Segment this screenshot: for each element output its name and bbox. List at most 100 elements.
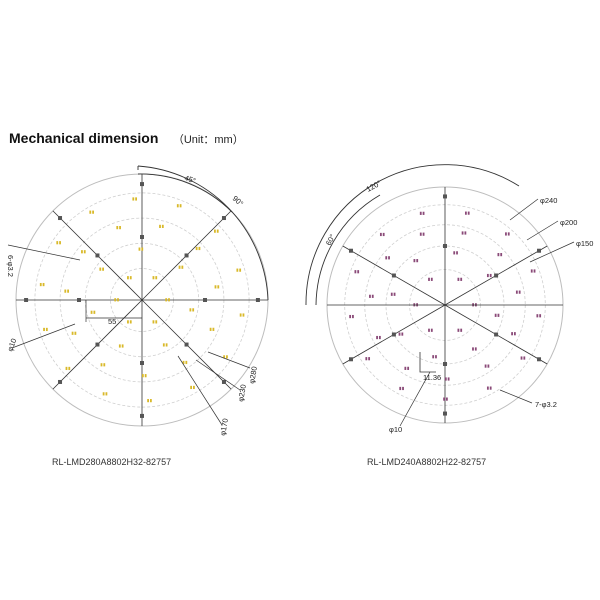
left-led <box>209 327 212 331</box>
left-board-diagram <box>7 165 269 427</box>
right-led <box>457 328 460 332</box>
right-mount-hole <box>494 332 499 337</box>
right-led <box>518 290 521 294</box>
right-mount-hole <box>537 248 542 253</box>
left-led <box>129 276 132 280</box>
left-led <box>65 366 68 371</box>
left-led <box>116 226 119 230</box>
left-led <box>165 343 168 347</box>
left-led <box>43 327 45 332</box>
right-led <box>511 332 513 336</box>
left-dim-55: 55 <box>108 317 116 326</box>
right-led <box>422 211 425 215</box>
left-dim-phi280: φ280 <box>247 366 259 385</box>
left-leader <box>177 355 223 426</box>
right-dim-phi200: φ200 <box>560 218 577 227</box>
left-led <box>217 285 220 289</box>
right-led <box>419 211 422 215</box>
right-led <box>435 355 437 359</box>
left-dim-phi10: φ10 <box>5 337 18 352</box>
right-led <box>513 332 516 336</box>
left-led <box>185 360 188 365</box>
left-led <box>67 289 69 293</box>
left-angle-arc <box>137 165 269 301</box>
right-led <box>398 332 401 336</box>
right-angle-60: 60° <box>324 233 337 247</box>
heading-title: Mechanical dimension <box>9 130 159 146</box>
right-led <box>444 377 447 381</box>
left-led <box>193 385 195 390</box>
left-led <box>119 226 121 230</box>
right-led <box>376 335 378 340</box>
right-mount-hole <box>348 248 353 253</box>
right-mount-hole <box>391 332 396 337</box>
left-led <box>42 282 45 287</box>
left-led <box>64 289 67 293</box>
right-led <box>447 377 450 381</box>
right-dim-holes: 7-φ3.2 <box>535 400 557 409</box>
left-mount-hole <box>95 342 100 347</box>
left-led <box>83 250 86 254</box>
right-angle-arc <box>305 164 520 306</box>
right-led <box>401 332 404 336</box>
right-led <box>536 314 539 318</box>
left-led <box>161 224 164 228</box>
left-led <box>102 267 105 271</box>
left-angle-arc <box>137 173 233 213</box>
left-led <box>152 276 155 280</box>
right-led <box>456 251 458 255</box>
right-leader <box>499 389 533 404</box>
left-led <box>114 298 117 302</box>
right-led <box>385 256 388 260</box>
right-dim-11-36-line <box>419 352 436 373</box>
section-heading: Mechanical dimension （Unit：mm） <box>9 130 244 148</box>
left-led <box>132 197 135 201</box>
right-dim-phi10: φ10 <box>389 425 402 434</box>
right-led <box>489 273 492 278</box>
left-led <box>147 399 149 403</box>
left-led <box>71 331 74 335</box>
left-led <box>149 399 152 403</box>
left-mount-hole <box>184 253 189 258</box>
right-led <box>539 314 542 318</box>
right-led <box>507 232 510 236</box>
right-led <box>494 313 497 317</box>
right-led <box>515 290 518 294</box>
left-led <box>141 374 144 378</box>
left-leader <box>207 351 251 369</box>
right-led <box>489 386 492 390</box>
left-led <box>138 247 141 251</box>
left-led <box>102 392 105 396</box>
right-leader <box>399 371 431 427</box>
left-led <box>103 363 106 367</box>
right-led <box>413 259 416 263</box>
left-led <box>223 355 226 359</box>
left-model-caption: RL-LMD280A8802H32-82757 <box>52 457 171 467</box>
right-led <box>428 328 430 332</box>
left-led <box>190 385 193 390</box>
left-led <box>92 210 94 214</box>
left-led <box>129 320 132 324</box>
right-led <box>461 231 464 235</box>
left-mount-hole <box>58 216 63 221</box>
right-leader <box>529 241 575 263</box>
left-led <box>178 265 181 269</box>
left-led <box>135 197 138 201</box>
left-led <box>226 355 228 359</box>
left-led <box>144 374 147 378</box>
left-mount-hole <box>140 413 144 418</box>
left-led <box>189 308 192 312</box>
left-mount-hole <box>140 235 144 239</box>
right-led <box>352 314 354 319</box>
left-led <box>162 343 165 347</box>
left-led <box>236 268 239 272</box>
right-angle-arc <box>315 194 381 306</box>
right-led <box>407 366 410 370</box>
left-led <box>176 204 179 208</box>
left-leader <box>7 244 81 261</box>
right-mount-hole <box>391 273 396 278</box>
left-mount-hole <box>255 298 260 302</box>
left-led <box>121 344 124 348</box>
left-leader <box>11 323 76 349</box>
